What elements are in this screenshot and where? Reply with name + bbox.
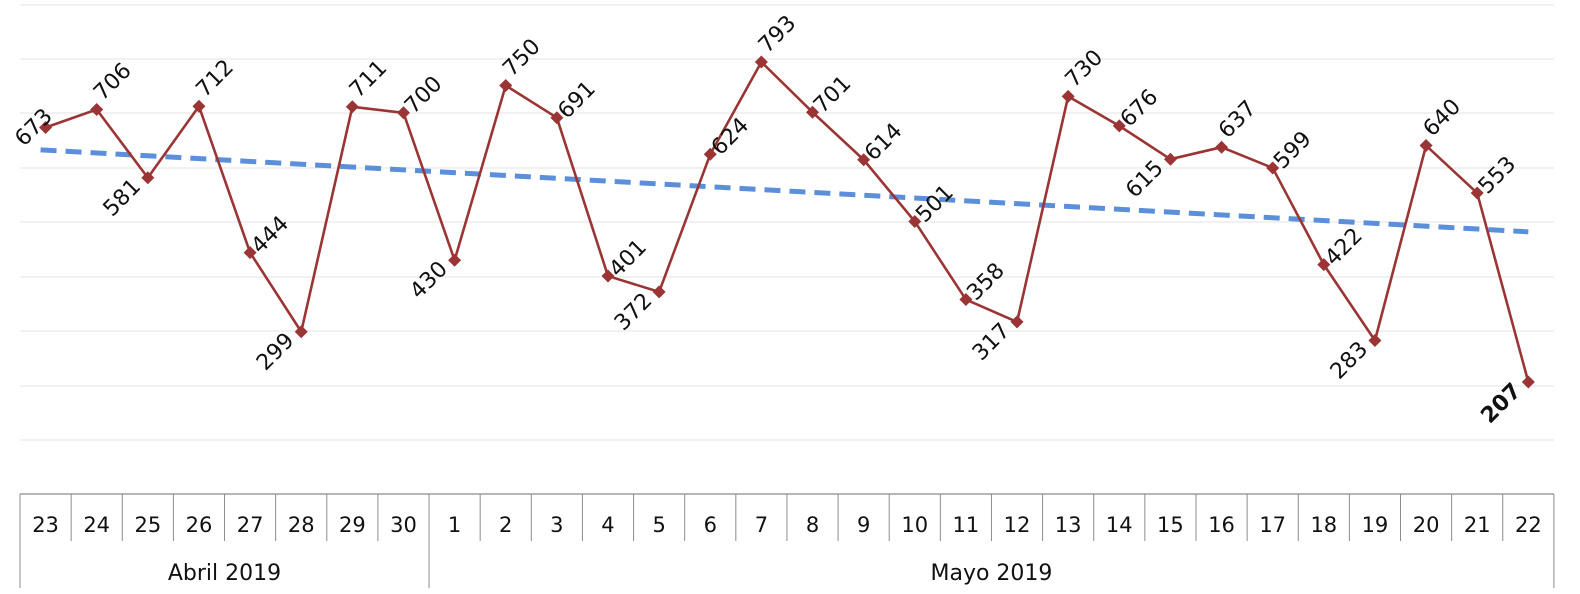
series-polyline bbox=[45, 60, 1530, 383]
data-point-marker bbox=[448, 253, 462, 267]
gridlines bbox=[20, 4, 1554, 441]
category-tick-label: 15 bbox=[1157, 513, 1184, 537]
data-point-marker bbox=[754, 55, 768, 69]
data-point-marker bbox=[39, 121, 53, 135]
category-tick-label: 12 bbox=[1004, 513, 1031, 537]
data-point-marker bbox=[703, 147, 717, 161]
category-tick-label: 7 bbox=[755, 513, 768, 537]
data-point-marker bbox=[1419, 139, 1433, 153]
category-tick-label: 9 bbox=[857, 513, 870, 537]
data-label: 283 bbox=[1326, 337, 1373, 384]
data-point-marker bbox=[908, 214, 922, 228]
category-tick-label: 25 bbox=[134, 513, 161, 537]
category-tick-label: 14 bbox=[1106, 513, 1133, 537]
category-tick-label: 6 bbox=[704, 513, 717, 537]
data-point-marker bbox=[1470, 186, 1484, 200]
data-point-marker bbox=[294, 325, 308, 339]
data-point-marker bbox=[1010, 315, 1024, 329]
data-point-marker bbox=[243, 246, 257, 260]
data-point-marker bbox=[1112, 119, 1126, 133]
data-point-marker bbox=[959, 293, 973, 307]
category-tick-label: 20 bbox=[1413, 513, 1440, 537]
data-point-marker bbox=[806, 105, 820, 119]
category-tick-label: 23 bbox=[32, 513, 59, 537]
trendline bbox=[40, 147, 1529, 235]
category-tick-label: 10 bbox=[901, 513, 928, 537]
category-tick-label: 2 bbox=[499, 513, 512, 537]
category-tick-label: 19 bbox=[1362, 513, 1389, 537]
category-tick-label: 11 bbox=[953, 513, 980, 537]
data-point-marker bbox=[499, 78, 513, 92]
data-point-marker bbox=[141, 171, 155, 185]
category-tick-label: 5 bbox=[652, 513, 665, 537]
data-point-marker bbox=[396, 106, 410, 120]
data-label: 750 bbox=[498, 34, 545, 81]
category-tick-label: 29 bbox=[339, 513, 366, 537]
data-label: 673 bbox=[10, 104, 57, 151]
data-label: 730 bbox=[1061, 45, 1108, 92]
category-tick-label: 16 bbox=[1208, 513, 1235, 537]
data-label: 793 bbox=[754, 11, 801, 58]
group-label: Mayo 2019 bbox=[931, 561, 1053, 586]
data-label: 317 bbox=[968, 318, 1015, 365]
data-point-marker bbox=[601, 269, 615, 283]
category-tick-label: 18 bbox=[1310, 513, 1337, 537]
data-label: 430 bbox=[405, 257, 452, 304]
category-tick-label: 17 bbox=[1259, 513, 1286, 537]
trendline-path bbox=[40, 147, 1529, 235]
category-tick-label: 4 bbox=[601, 513, 614, 537]
category-tick-label: 3 bbox=[550, 513, 563, 537]
data-point-marker bbox=[345, 100, 359, 114]
data-label: 615 bbox=[1121, 156, 1168, 203]
data-label: 581 bbox=[99, 174, 146, 221]
category-tick-label: 28 bbox=[288, 513, 315, 537]
data-point-marker bbox=[857, 153, 871, 167]
data-point-marker bbox=[1368, 333, 1382, 347]
data-point-marker bbox=[1266, 161, 1280, 175]
category-tick-label: 27 bbox=[237, 513, 264, 537]
data-point-marker bbox=[1317, 258, 1331, 272]
data-point-marker bbox=[1215, 140, 1229, 154]
data-label: 372 bbox=[610, 288, 657, 335]
data-point-marker bbox=[1061, 89, 1075, 103]
data-point-marker bbox=[550, 111, 564, 125]
category-tick-label: 30 bbox=[390, 513, 417, 537]
data-point-marker bbox=[90, 103, 104, 117]
data-point-marker bbox=[1521, 375, 1535, 389]
category-tick-label: 13 bbox=[1055, 513, 1082, 537]
data-label: 640 bbox=[1419, 94, 1466, 141]
data-label: 299 bbox=[252, 328, 299, 375]
group-label: Abril 2019 bbox=[168, 561, 281, 586]
data-label: 712 bbox=[192, 55, 239, 102]
category-tick-label: 24 bbox=[83, 513, 110, 537]
category-axis: 23 24 25 26 27 28 29 30 1 2 3 4 5 6 7 8 9 10 11 12 13 14 15 16 1… bbox=[19, 493, 1555, 588]
data-label: 706 bbox=[89, 58, 136, 105]
category-tick-label: 1 bbox=[448, 513, 461, 537]
category-tick-label: 26 bbox=[186, 513, 213, 537]
category-tick-label: 21 bbox=[1464, 513, 1491, 537]
data-point-marker bbox=[652, 285, 666, 299]
data-label: 637 bbox=[1214, 96, 1261, 143]
data-point-marker bbox=[192, 99, 206, 113]
category-tick-label: 22 bbox=[1515, 513, 1542, 537]
data-label: 711 bbox=[345, 56, 392, 103]
series-line bbox=[39, 55, 1535, 389]
category-tick-label: 8 bbox=[806, 513, 819, 537]
data-point-marker bbox=[1163, 152, 1177, 166]
